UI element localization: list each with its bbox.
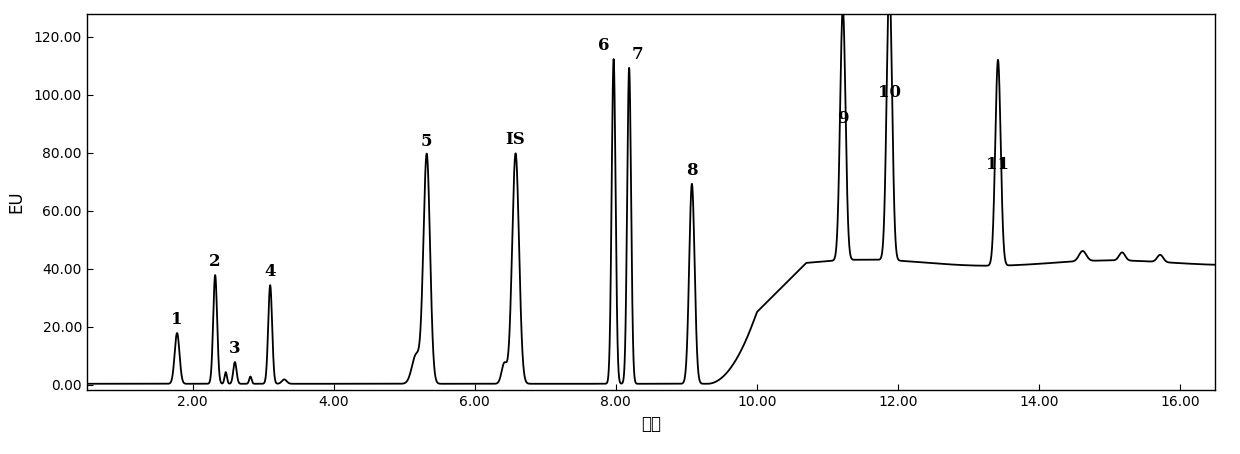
Y-axis label: EU: EU <box>7 191 25 213</box>
Text: 9: 9 <box>837 110 848 127</box>
Text: 3: 3 <box>229 340 241 357</box>
Text: 8: 8 <box>686 162 698 179</box>
X-axis label: 分钟: 分钟 <box>641 415 661 433</box>
Text: 2: 2 <box>210 253 221 270</box>
Text: IS: IS <box>506 131 526 148</box>
Text: 4: 4 <box>264 263 277 280</box>
Text: 10: 10 <box>878 84 901 101</box>
Text: 7: 7 <box>632 46 644 63</box>
Text: 5: 5 <box>422 133 433 150</box>
Text: 11: 11 <box>987 156 1009 173</box>
Text: 1: 1 <box>171 311 182 328</box>
Text: 6: 6 <box>598 37 610 54</box>
